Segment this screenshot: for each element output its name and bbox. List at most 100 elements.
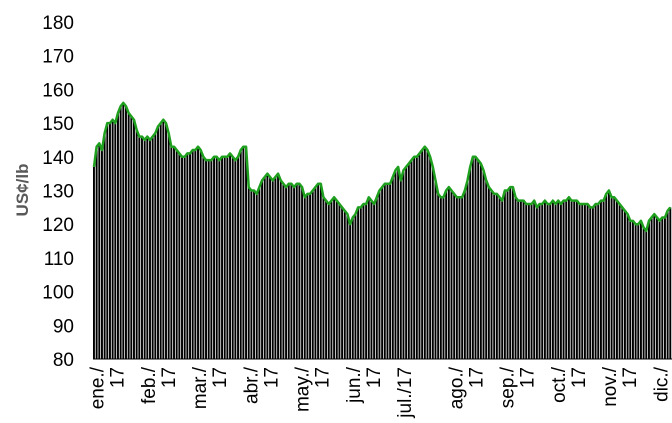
- price-bar: [314, 187, 317, 359]
- price-bar: [162, 119, 165, 359]
- price-bar: [637, 224, 640, 359]
- price-bar: [653, 214, 656, 359]
- price-bar: [495, 193, 498, 359]
- price-bar: [434, 180, 437, 359]
- price-bar: [573, 200, 576, 359]
- price-bar: [154, 133, 157, 359]
- price-bar: [207, 160, 210, 359]
- price-bar: [298, 183, 301, 359]
- price-bar: [482, 170, 485, 359]
- price-bar: [247, 187, 250, 359]
- price-bar: [421, 150, 424, 359]
- price-bar: [282, 183, 285, 359]
- x-tick-text: 17: [569, 367, 590, 388]
- price-bar: [543, 200, 546, 359]
- price-bar: [189, 153, 191, 359]
- x-tick-text: 17: [108, 367, 129, 388]
- price-bar: [354, 214, 357, 359]
- price-bar: [277, 173, 280, 359]
- price-bar: [546, 203, 549, 359]
- price-bar: [253, 190, 256, 359]
- price-bar: [477, 160, 480, 359]
- price-bar: [378, 190, 381, 359]
- price-bar: [655, 217, 658, 359]
- y-axis-title: US¢/lb: [13, 164, 32, 217]
- price-bar: [258, 187, 261, 359]
- x-tick-label: jun./17: [344, 366, 385, 404]
- price-bar: [485, 180, 488, 359]
- price-bar: [287, 183, 290, 359]
- price-bar: [650, 217, 653, 359]
- price-bar: [255, 193, 258, 359]
- price-bar: [469, 166, 472, 359]
- price-bar: [143, 139, 146, 359]
- price-bar: [463, 190, 466, 359]
- x-tick-text: 17: [364, 367, 385, 388]
- price-bar: [183, 156, 186, 359]
- price-bar: [626, 214, 629, 359]
- x-tick-text: 17: [313, 367, 334, 388]
- price-bar: [639, 220, 642, 359]
- price-bar: [565, 200, 568, 359]
- price-bar: [221, 156, 223, 359]
- y-tick-label: 160: [42, 80, 74, 101]
- price-bar: [429, 156, 432, 359]
- price-bar: [383, 183, 386, 359]
- price-bar: [173, 146, 175, 359]
- y-tick-label: 140: [42, 148, 74, 169]
- price-bar: [664, 217, 666, 359]
- price-bar: [263, 177, 266, 359]
- price-bar: [615, 200, 618, 359]
- price-bar: [589, 207, 592, 359]
- price-bar: [95, 146, 98, 359]
- price-bar: [669, 207, 672, 359]
- price-bar: [618, 203, 621, 359]
- price-bar: [535, 207, 538, 359]
- x-tick-label: feb./17: [139, 366, 180, 404]
- price-bar: [511, 187, 514, 359]
- y-tick-label: 90: [53, 316, 74, 337]
- price-bar: [461, 197, 464, 359]
- price-bar: [525, 203, 528, 359]
- x-tick-text: 17: [518, 367, 539, 388]
- x-tick-label: jul./17: [395, 367, 416, 419]
- price-bar: [215, 156, 218, 359]
- price-bar: [335, 200, 338, 359]
- price-bar: [165, 123, 167, 359]
- price-bar: [493, 193, 496, 359]
- price-bar: [498, 197, 501, 359]
- price-bar: [509, 187, 512, 359]
- y-tick-label: 110: [44, 249, 74, 270]
- x-tick-label: nov./17: [600, 366, 641, 407]
- price-bar: [205, 160, 207, 359]
- y-tick-label: 80: [53, 350, 74, 371]
- price-bar: [301, 187, 304, 359]
- x-tick-text: 17: [261, 367, 282, 388]
- price-bar: [522, 200, 525, 359]
- price-bar: [437, 193, 440, 359]
- price-bar: [218, 160, 221, 359]
- price-bar: [554, 203, 557, 359]
- price-bar: [151, 136, 154, 359]
- price-bar: [423, 146, 426, 359]
- price-bar: [133, 119, 135, 359]
- price-bar: [581, 203, 584, 359]
- price-bar: [519, 200, 522, 359]
- price-bar: [479, 163, 482, 359]
- x-tick-text: mar./: [190, 366, 211, 409]
- y-tick-label: 120: [42, 215, 74, 236]
- price-bar: [397, 166, 400, 359]
- price-bar: [399, 180, 402, 359]
- price-bar: [170, 146, 173, 359]
- price-bar: [503, 190, 506, 359]
- x-tick-text: 17: [210, 367, 231, 388]
- price-bar: [666, 210, 669, 359]
- price-bar: [293, 187, 296, 359]
- price-bar: [175, 150, 178, 359]
- price-bar: [426, 150, 429, 359]
- x-tick-text: 17: [620, 367, 641, 388]
- price-bar: [290, 183, 293, 359]
- price-bar: [439, 197, 442, 359]
- price-bar: [559, 203, 562, 359]
- price-bar: [570, 200, 573, 359]
